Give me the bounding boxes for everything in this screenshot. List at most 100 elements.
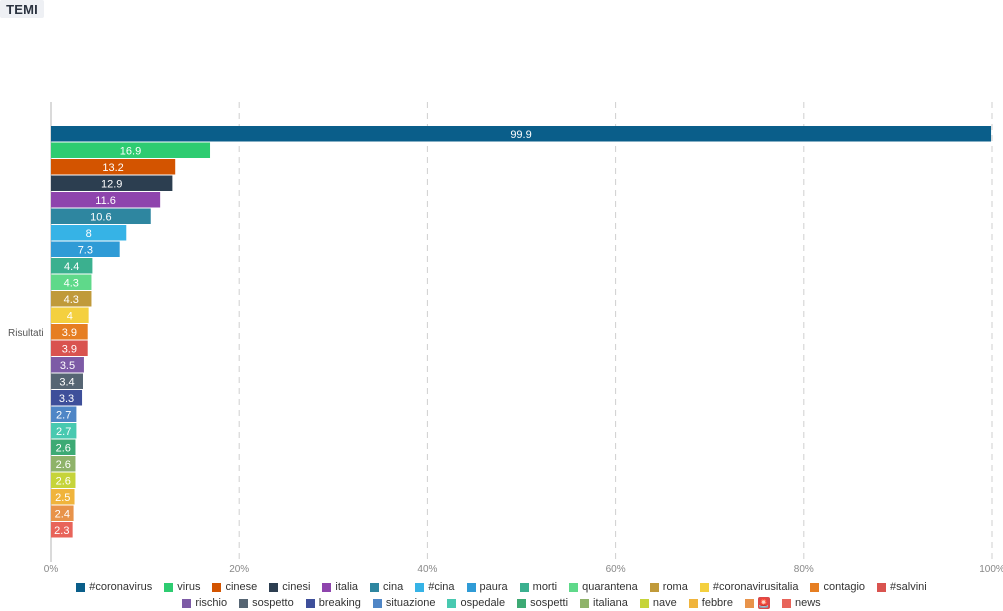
legend-item[interactable]: #cina: [415, 581, 455, 593]
legend-label: febbre: [701, 597, 733, 609]
legend-item[interactable]: roma: [649, 581, 688, 593]
bar: [51, 192, 161, 208]
legend-swatch: [649, 582, 659, 592]
legend-swatch: [322, 582, 332, 592]
legend-item[interactable]: nave: [639, 597, 677, 609]
legend-label: contagio: [823, 581, 866, 593]
legend-item[interactable]: virus: [164, 581, 200, 593]
legend-item[interactable]: morti: [519, 581, 558, 593]
legend-item[interactable]: cinesi: [269, 581, 310, 593]
legend-swatch: [639, 598, 649, 608]
bar: [51, 225, 127, 241]
legend-label: #coronavirusitalia: [712, 581, 799, 593]
bar: [51, 208, 151, 224]
legend-item[interactable]: #coronavirus: [76, 581, 152, 593]
legend-item[interactable]: paura: [466, 581, 508, 593]
legend-label: #cina: [428, 581, 455, 593]
legend-item[interactable]: #salvini: [877, 581, 927, 593]
legend-item[interactable]: febbre: [688, 597, 733, 609]
bar: [51, 423, 77, 439]
bar-value-label: 2.6: [56, 459, 71, 471]
legend-swatch: [212, 582, 222, 592]
bar: [51, 241, 120, 257]
bar: [51, 456, 76, 472]
bar: [51, 159, 176, 175]
legend-label: cina: [383, 581, 404, 593]
legend-label: breaking: [318, 597, 361, 609]
bar: [51, 307, 89, 323]
legend-item[interactable]: situazione: [372, 597, 435, 609]
bar-value-label: 4.3: [64, 277, 79, 289]
bar-value-label: 2.4: [55, 508, 70, 520]
legend-item[interactable]: rischio: [182, 597, 227, 609]
legend-label: virus: [177, 581, 201, 593]
legend-swatch: [76, 582, 86, 592]
legend-item[interactable]: breaking: [305, 597, 361, 609]
legend-swatch: [239, 598, 249, 608]
bar: [51, 472, 76, 488]
legend-swatch: [517, 598, 527, 608]
legend-item[interactable]: cina: [370, 581, 403, 593]
legend-item[interactable]: ospedale: [447, 597, 505, 609]
bar-value-label: 2.7: [56, 409, 71, 421]
legend-row-1: #coronavirus virus cinese cinesi italia cina #…: [0, 579, 1003, 595]
legend-swatch: [370, 582, 380, 592]
bar: [51, 505, 74, 521]
legend-label: rischio: [195, 597, 228, 609]
temi-tab-label: TEMI: [0, 0, 44, 18]
legend-item[interactable]: italia: [322, 581, 358, 593]
legend-label: nave: [652, 597, 677, 609]
legend-swatch: [372, 598, 382, 608]
legend-label: paura: [479, 581, 508, 593]
bar-value-label: 3.5: [60, 360, 75, 372]
bar-value-label: 10.6: [90, 211, 111, 223]
legend-label: #coronavirus: [89, 581, 153, 593]
bar-value-label: 2.6: [56, 475, 71, 487]
bar-value-label: 2.3: [54, 525, 69, 537]
legend-item[interactable]: news: [781, 597, 821, 609]
legend-swatch: [781, 598, 791, 608]
legend-label: italiana: [593, 597, 628, 609]
bar-value-label: 2.5: [55, 492, 70, 504]
legend-swatch: [182, 598, 192, 608]
bar-value-label: 4.3: [64, 294, 79, 306]
bar: [51, 489, 75, 505]
legend-swatch: [305, 598, 315, 608]
legend-item[interactable]: contagio: [810, 581, 865, 593]
legend-swatch: [810, 582, 820, 592]
legend-label: roma: [662, 581, 688, 593]
legend-swatch: [415, 582, 425, 592]
bar: [51, 522, 73, 538]
legend-label: quarantena: [582, 581, 638, 593]
legend-item[interactable]: cinese: [212, 581, 257, 593]
bar-value-label: 2.7: [56, 426, 71, 438]
bar-value-label: 8: [86, 228, 92, 240]
x-tick-label: 100%: [979, 564, 1003, 575]
bar-value-label: 3.9: [62, 343, 77, 355]
bar: [51, 175, 173, 191]
bar: [51, 406, 77, 422]
bar: [51, 142, 211, 158]
legend-item[interactable]: quarantena: [569, 581, 638, 593]
legend-label: cinesi: [282, 581, 311, 593]
legend-item[interactable]: #coronavirusitalia: [699, 581, 799, 593]
bar-value-label: 4.4: [64, 261, 79, 273]
legend-swatch: [519, 582, 529, 592]
legend-swatch: [580, 598, 590, 608]
chart-legend: #coronavirus virus cinese cinesi italia cina #…: [0, 579, 1003, 611]
legend-item[interactable]: italiana: [580, 597, 628, 609]
bar-value-label: 2.6: [56, 442, 71, 454]
legend-item[interactable]: sospetti: [517, 597, 568, 609]
bar: [51, 357, 84, 373]
legend-label: morti: [532, 581, 558, 593]
legend-swatch: [164, 582, 174, 592]
legend-item[interactable]: 🚨: [744, 597, 770, 609]
legend-label: sospetto: [252, 597, 294, 609]
legend-swatch: [569, 582, 579, 592]
bar: [51, 258, 93, 274]
legend-item[interactable]: sospetto: [239, 597, 294, 609]
legend-label: cinese: [225, 581, 258, 593]
legend-swatch: [447, 598, 457, 608]
legend-swatch: [699, 582, 709, 592]
